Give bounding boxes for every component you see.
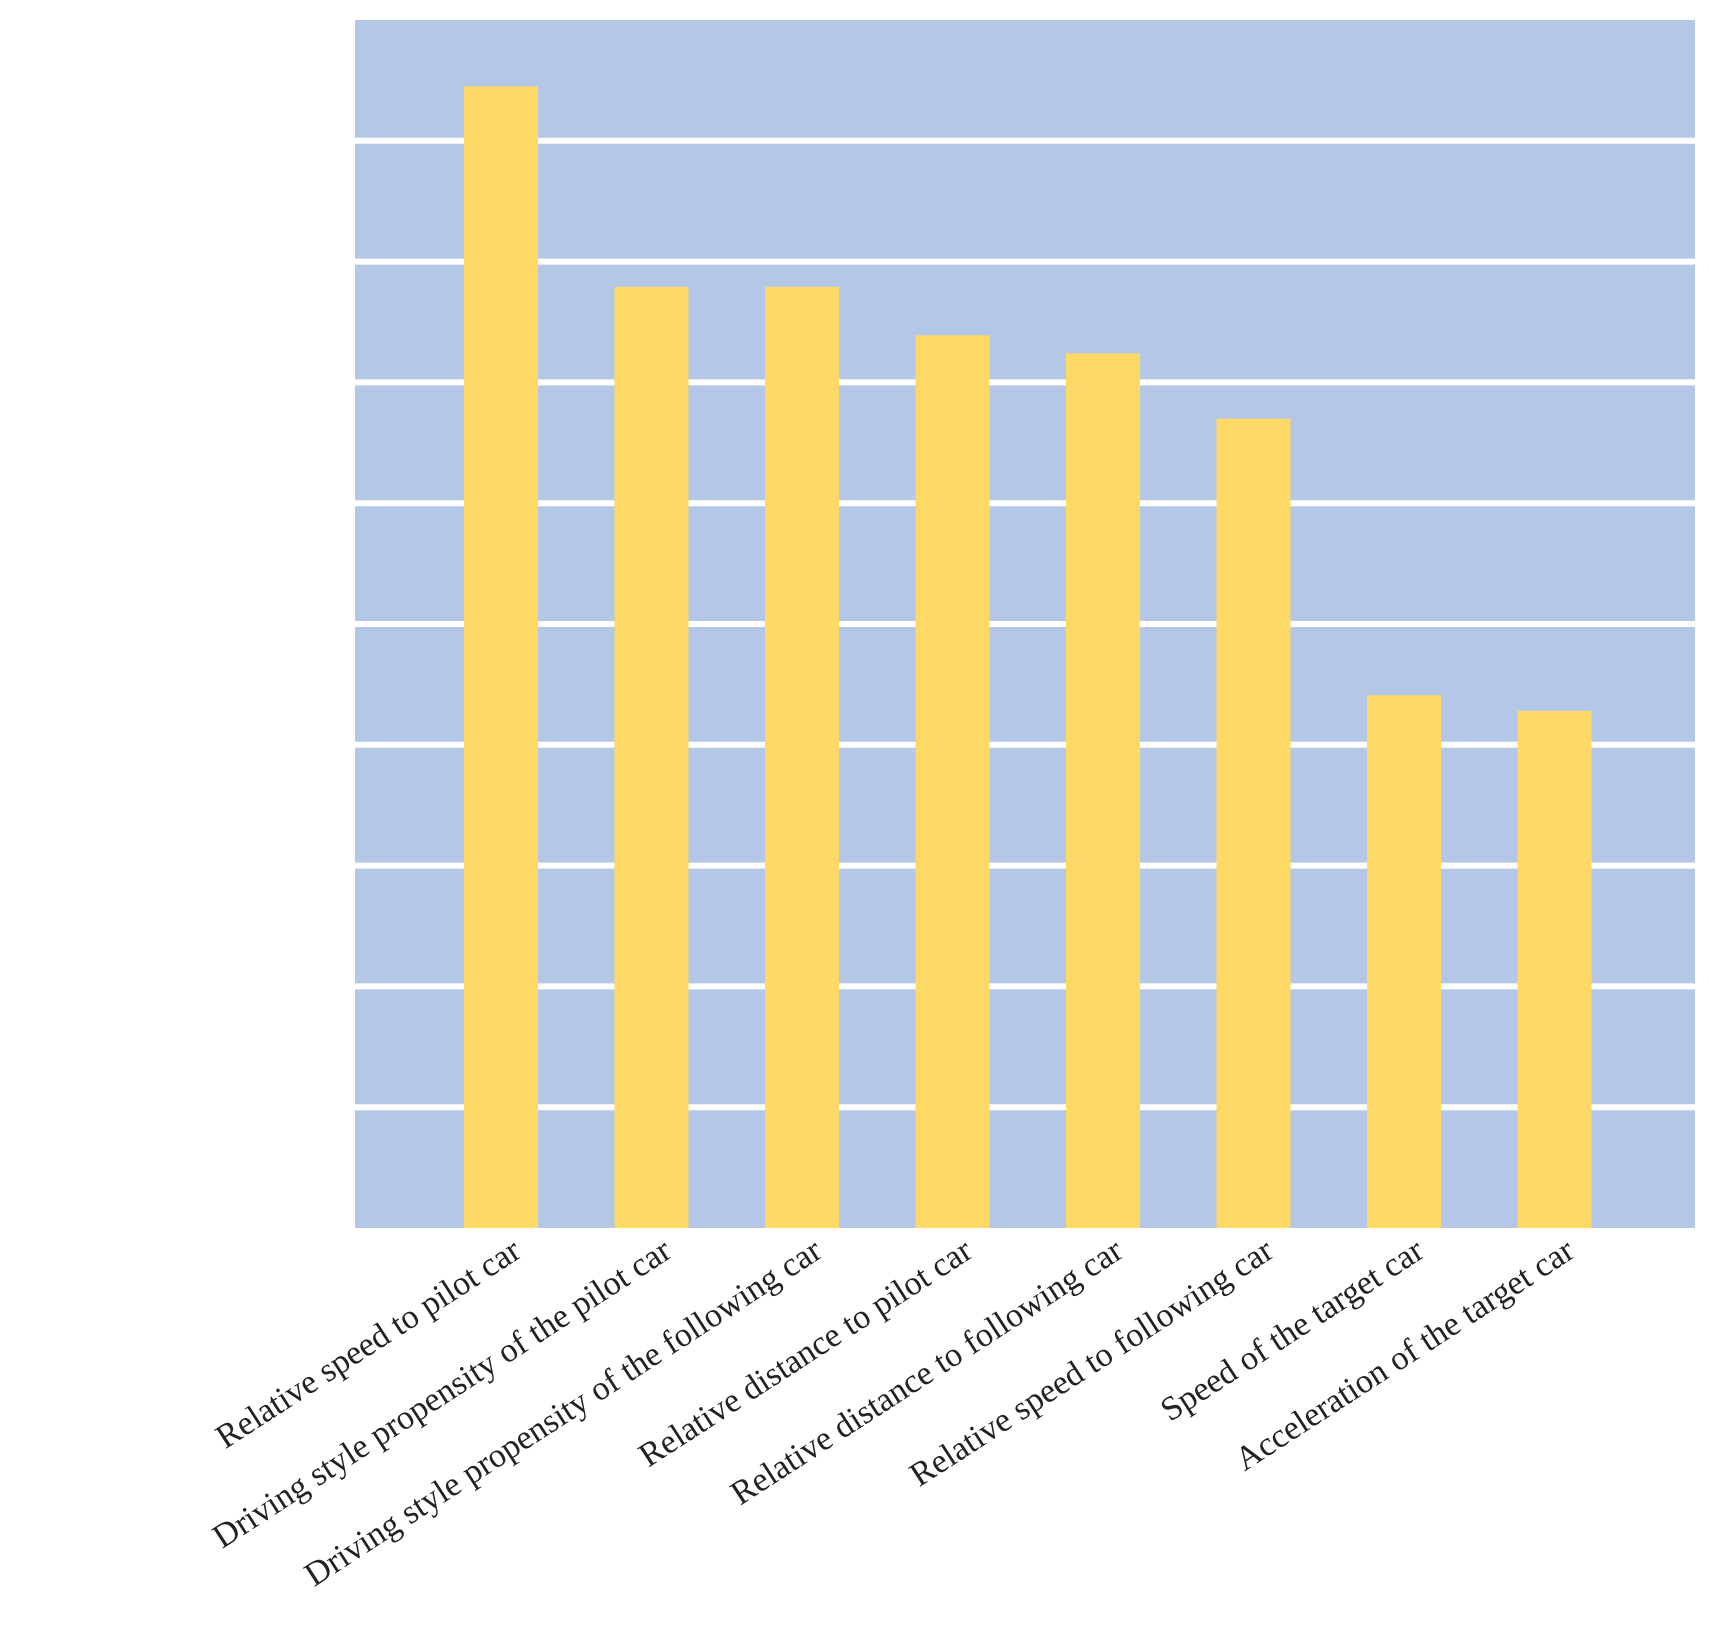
bar [614,286,689,1228]
x-tick-label: Speed of the target car [1154,1231,1431,1429]
gridlines [355,137,1695,1111]
bar [765,286,839,1228]
bar [1517,710,1592,1228]
bar [1367,695,1441,1228]
bar [464,86,538,1229]
bar [915,335,990,1229]
bars [464,86,1592,1229]
bar [1216,418,1291,1228]
bar [1066,353,1140,1229]
